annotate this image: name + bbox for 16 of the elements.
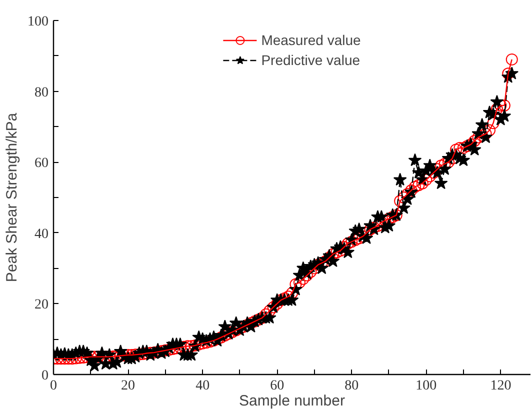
x-tick-label: 20 [121, 378, 136, 394]
x-tick-label: 100 [416, 378, 437, 394]
x-tick-label: 40 [196, 378, 210, 394]
y-tick-label: 60 [34, 156, 48, 172]
y-axis-title: Peak Shear Strength/kPa [4, 112, 20, 282]
x-tick-label: 120 [490, 378, 512, 394]
legend-label: Predictive value [261, 52, 360, 68]
y-tick-label: 80 [34, 85, 48, 100]
legend-label: Measured value [261, 32, 361, 48]
y-tick-label: 20 [34, 298, 48, 313]
x-tick-label: 60 [270, 378, 284, 394]
y-tick-label: 100 [28, 14, 48, 30]
y-tick-label: 40 [34, 226, 48, 242]
x-axis-title: Sample number [239, 392, 345, 410]
y-tick-label: 0 [42, 368, 48, 384]
x-tick-label: 80 [344, 378, 359, 394]
